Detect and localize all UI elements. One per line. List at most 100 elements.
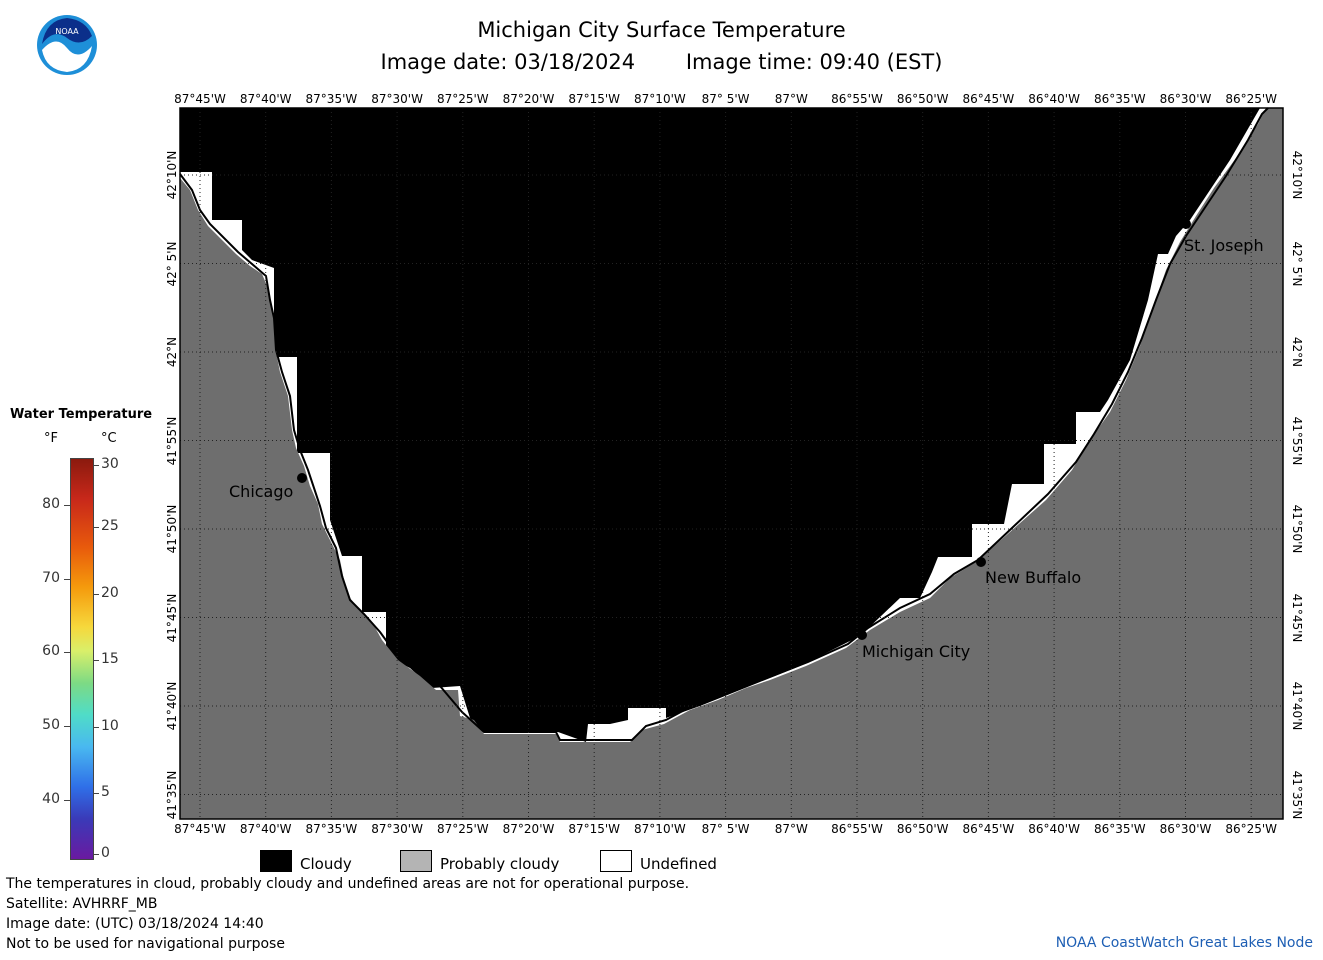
celsius-tick-label: 20 xyxy=(101,585,119,601)
unit-celsius: °C xyxy=(101,431,117,446)
fahrenheit-tick-label: 70 xyxy=(42,570,60,586)
longitude-label: 86°40'W xyxy=(1028,822,1080,836)
longitude-label: 86°35'W xyxy=(1093,822,1146,836)
land-area xyxy=(180,108,1283,819)
longitude-label: 86°25'W xyxy=(1225,92,1278,106)
footer-navigation-warning: Not to be used for navigational purpose xyxy=(6,936,285,952)
noaa-logo: NOAA xyxy=(37,15,97,75)
map-frame xyxy=(179,107,1284,820)
latitude-label: 42° 5'N xyxy=(165,241,179,286)
city-label-new-buffalo: New Buffalo xyxy=(985,568,1082,587)
latitude-label: 41°40'N xyxy=(1290,681,1304,731)
latitude-label: 42°10'N xyxy=(1290,150,1304,200)
legend-title: Water Temperature xyxy=(10,407,153,422)
longitude-label: 87°W xyxy=(774,92,808,106)
longitude-label: 87°W xyxy=(774,822,808,836)
longitude-label: 87°25'W xyxy=(436,92,489,106)
celsius-tick-mark xyxy=(93,465,99,466)
longitude-label: 87°40'W xyxy=(239,92,292,106)
latitude-label: 41°40'N xyxy=(165,681,179,731)
fahrenheit-tick-mark xyxy=(64,505,70,506)
celsius-tick-label: 30 xyxy=(101,456,119,472)
key-probably-cloudy-swatch xyxy=(400,850,432,872)
latitude-label: 42°N xyxy=(1290,336,1304,368)
celsius-tick-label: 25 xyxy=(101,518,119,534)
footer-utc-date: Image date: (UTC) 03/18/2024 14:40 xyxy=(6,916,264,932)
footer-satellite: Satellite: AVHRRF_MB xyxy=(6,896,158,912)
latitude-label: 42°10'N xyxy=(165,150,179,200)
latitude-label: 41°55'N xyxy=(165,416,179,465)
fahrenheit-tick-label: 80 xyxy=(42,496,60,512)
key-undefined-label: Undefined xyxy=(640,855,717,873)
fahrenheit-tick-mark xyxy=(64,652,70,653)
latitude-label: 41°55'N xyxy=(1290,416,1304,465)
longitude-label: 86°40'W xyxy=(1028,92,1080,106)
longitude-label: 86°50'W xyxy=(896,822,949,836)
unit-fahrenheit: °F xyxy=(44,431,58,446)
latitude-label: 41°35'N xyxy=(1290,770,1304,819)
latitude-label: 41°50'N xyxy=(165,504,179,554)
map-title: Michigan City Surface Temperature xyxy=(477,18,846,42)
latitude-label: 42°N xyxy=(165,336,179,368)
key-undefined-swatch xyxy=(600,850,632,872)
longitude-label: 87°25'W xyxy=(436,822,489,836)
celsius-tick-mark xyxy=(93,527,99,528)
latitude-label: 41°45'N xyxy=(165,593,179,642)
latitude-label: 42° 5'N xyxy=(1290,241,1304,286)
celsius-tick-label: 0 xyxy=(101,845,110,861)
longitude-label: 87°10'W xyxy=(634,92,686,106)
image-datetime: Image date: 03/18/2024 Image time: 09:40… xyxy=(0,50,1323,74)
longitude-label: 86°50'W xyxy=(896,92,949,106)
celsius-tick-mark xyxy=(93,793,99,794)
longitude-label: 87°20'W xyxy=(502,92,555,106)
fahrenheit-tick-label: 40 xyxy=(42,791,60,807)
key-cloudy-label: Cloudy xyxy=(300,855,352,873)
michigan-city-marker xyxy=(857,630,867,640)
longitude-label: 86°35'W xyxy=(1093,92,1146,106)
longitude-label: 87°30'W xyxy=(371,92,423,106)
celsius-tick-mark xyxy=(93,727,99,728)
fahrenheit-tick-mark xyxy=(64,579,70,580)
latitude-label: 41°50'N xyxy=(1290,504,1304,554)
longitude-label: 87°15'W xyxy=(568,822,621,836)
image-date: Image date: 03/18/2024 xyxy=(380,50,636,74)
longitude-label: 87° 5'W xyxy=(701,92,750,106)
image-time: Image time: 09:40 (EST) xyxy=(685,50,943,74)
celsius-tick-mark xyxy=(93,854,99,855)
longitude-label: 87°30'W xyxy=(371,822,423,836)
city-label-st-joseph: St. Joseph xyxy=(1184,236,1264,255)
longitude-label: 87° 5'W xyxy=(701,822,750,836)
longitude-label: 86°30'W xyxy=(1159,822,1212,836)
longitude-label: 87°35'W xyxy=(305,822,358,836)
fahrenheit-tick-label: 60 xyxy=(42,643,60,659)
longitude-label: 86°55'W xyxy=(831,92,883,106)
chicago-marker xyxy=(297,473,307,483)
celsius-tick-mark xyxy=(93,594,99,595)
footer-credit: NOAA CoastWatch Great Lakes Node xyxy=(1055,935,1313,951)
celsius-tick-label: 15 xyxy=(101,651,119,667)
st-joseph-marker xyxy=(1181,219,1191,229)
longitude-label: 87°20'W xyxy=(502,822,555,836)
fahrenheit-tick-mark xyxy=(64,726,70,727)
footer-disclaimer: The temperatures in cloud, probably clou… xyxy=(6,876,690,892)
longitude-label: 86°30'W xyxy=(1159,92,1212,106)
key-probably-cloudy-label: Probably cloudy xyxy=(440,855,560,873)
longitude-label: 87°45'W xyxy=(174,822,226,836)
longitude-label: 87°35'W xyxy=(305,92,358,106)
longitude-label: 86°25'W xyxy=(1225,822,1278,836)
latitude-label: 41°35'N xyxy=(165,770,179,819)
graticule xyxy=(180,108,1283,819)
city-label-michigan-city: Michigan City xyxy=(862,642,971,661)
longitude-label: 86°45'W xyxy=(962,822,1015,836)
fahrenheit-tick-mark xyxy=(64,800,70,801)
fahrenheit-tick-label: 50 xyxy=(42,717,60,733)
temperature-colorbar xyxy=(70,458,94,860)
celsius-tick-mark xyxy=(93,660,99,661)
longitude-label: 87°10'W xyxy=(634,822,686,836)
latitude-label: 41°45'N xyxy=(1290,593,1304,642)
longitude-label: 87°40'W xyxy=(239,822,292,836)
logo-text: NOAA xyxy=(55,27,79,36)
longitude-label: 86°55'W xyxy=(831,822,883,836)
city-label-chicago: Chicago xyxy=(229,482,294,501)
